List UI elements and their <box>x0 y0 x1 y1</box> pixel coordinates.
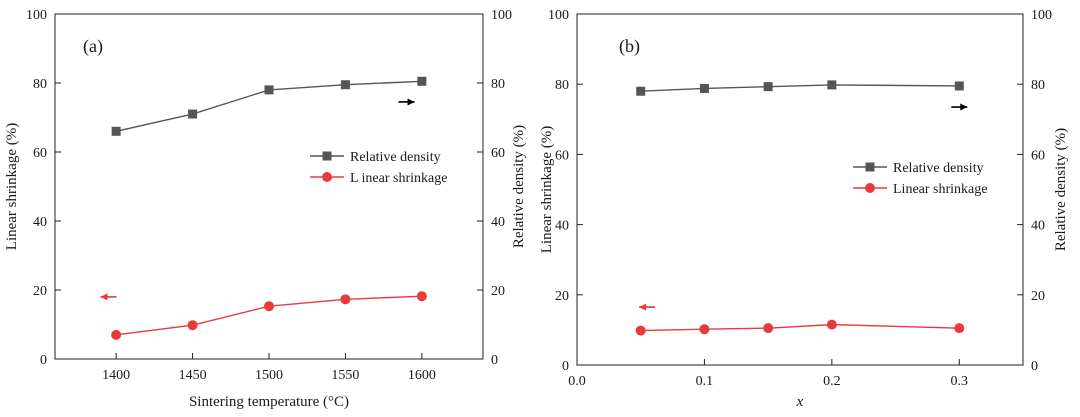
relative-density-point <box>954 81 964 91</box>
legend-square-marker <box>322 151 332 161</box>
panel-b: 0.0 0.1 0.2 0.3 0 20 40 60 80 100 0 20 40 60 80 100 x Lin… <box>539 8 1069 410</box>
linear-shrinkage-point <box>699 324 710 335</box>
x-tick-label: 0.0 <box>568 374 586 389</box>
x-tick-label: 1400 <box>102 368 130 383</box>
y2-tick-label: 100 <box>1031 8 1052 23</box>
x-axis-label: x <box>796 394 804 410</box>
x-tick-label: 1450 <box>179 368 207 383</box>
linear-shrinkage-point <box>187 320 198 331</box>
relative-density-point <box>111 126 121 136</box>
y2-tick-label: 100 <box>491 8 512 23</box>
x-tick-label: 0.2 <box>823 374 841 389</box>
legend-label: Relative density <box>350 150 441 165</box>
legend-circle-marker <box>865 183 875 193</box>
y-axis-label: Linear shrinkage (%) <box>4 123 20 250</box>
relative-density-point <box>763 82 773 92</box>
relative-density-point <box>699 83 709 93</box>
y2-tick-label: 40 <box>1031 219 1045 234</box>
relative-density-point <box>417 76 427 86</box>
y-tick-label: 40 <box>555 219 569 234</box>
panel-tag: (a) <box>83 36 103 57</box>
x-tick-label: 1600 <box>408 368 436 383</box>
x-tick-label: 1550 <box>331 368 359 383</box>
y-tick-label: 0 <box>40 353 47 368</box>
legend: Relative density Linear shrinkage <box>853 161 987 197</box>
panel-a: 1400 1450 1500 1550 1600 0 20 40 60 80 100 0 20 40 60 8… <box>4 8 527 410</box>
arrow-left-icon <box>100 293 117 301</box>
y-tick-label: 60 <box>33 146 47 161</box>
y2-tick-label: 20 <box>491 284 505 299</box>
arrow-right-icon <box>398 98 415 106</box>
x-tick-label: 0.3 <box>951 374 969 389</box>
y2-axis-label: Relative density (%) <box>1053 128 1069 251</box>
y2-tick-label: 40 <box>491 215 505 230</box>
series-line-linear-shrinkage <box>640 323 960 332</box>
legend-label: Relative density <box>893 161 984 176</box>
series-line-relative-density <box>640 84 960 92</box>
legend-square-marker <box>865 162 875 172</box>
x-tick-label: 1500 <box>255 368 283 383</box>
arrow-left-icon <box>639 303 656 311</box>
legend-circle-marker <box>322 172 332 182</box>
arrow-right-icon <box>951 103 968 111</box>
linear-shrinkage-point <box>416 291 427 302</box>
y-tick-label: 100 <box>548 8 569 23</box>
y2-tick-label: 0 <box>491 353 498 368</box>
y-tick-label: 20 <box>33 284 47 299</box>
linear-shrinkage-point <box>763 323 774 334</box>
y2-tick-label: 60 <box>1031 148 1045 163</box>
relative-density-point <box>827 80 837 90</box>
y2-tick-label: 60 <box>491 146 505 161</box>
y2-tick-label: 80 <box>491 77 505 92</box>
y2-axis-label: Relative density (%) <box>511 125 527 248</box>
y-tick-label: 40 <box>33 215 47 230</box>
y-tick-label: 100 <box>26 8 47 23</box>
y2-tick-label: 0 <box>1031 359 1038 374</box>
y-tick-label: 80 <box>33 77 47 92</box>
legend: Relative density L inear shrinkage <box>310 150 447 186</box>
y-axis-label: Linear shrinkage (%) <box>539 126 555 253</box>
y2-tick-label: 80 <box>1031 78 1045 93</box>
y-tick-label: 0 <box>562 359 569 374</box>
linear-shrinkage-point <box>111 329 122 340</box>
panel-tag: (b) <box>619 36 640 57</box>
y-tick-label: 20 <box>555 289 569 304</box>
legend-label: Linear shrinkage <box>893 182 987 197</box>
linear-shrinkage-point <box>340 294 351 305</box>
y-tick-label: 80 <box>555 78 569 93</box>
linear-shrinkage-point <box>635 325 646 336</box>
relative-density-point <box>264 85 274 95</box>
linear-shrinkage-point <box>826 319 837 330</box>
linear-shrinkage-point <box>264 301 274 312</box>
y-tick-label: 60 <box>555 148 569 163</box>
x-tick-label: 0.1 <box>696 374 714 389</box>
linear-shrinkage-point <box>954 323 965 334</box>
x-axis-label: Sintering temperature (°C) <box>189 394 349 410</box>
relative-density-point <box>340 80 350 90</box>
plot-frame <box>576 13 1024 366</box>
relative-density-point <box>188 109 198 119</box>
y2-tick-label: 20 <box>1031 289 1045 304</box>
legend-label: L inear shrinkage <box>350 171 447 186</box>
relative-density-point <box>636 86 646 96</box>
